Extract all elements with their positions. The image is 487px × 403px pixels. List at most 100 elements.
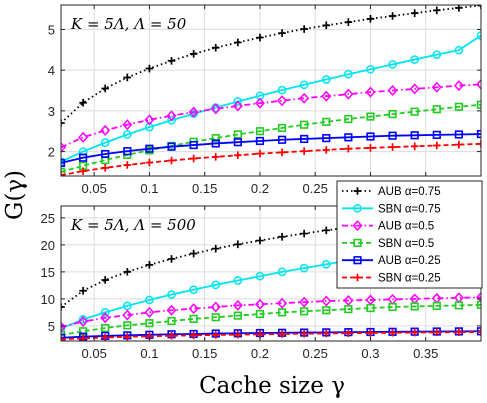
- data-point: [256, 149, 264, 158]
- data-point: [300, 147, 308, 155]
- data-point: [388, 302, 397, 312]
- y-tick-label: 15: [41, 265, 55, 280]
- data-point: [167, 290, 176, 299]
- data-point: [366, 112, 375, 121]
- data-point: [322, 329, 331, 338]
- data-point: [454, 102, 463, 111]
- data-point: [61, 171, 65, 176]
- data-point: [61, 141, 67, 154]
- data-point: [78, 315, 88, 324]
- x-tick-label: 0.2: [251, 346, 269, 361]
- data-point: [300, 307, 309, 316]
- data-point: [388, 328, 397, 337]
- data-point: [255, 271, 265, 281]
- data-point: [233, 138, 242, 147]
- data-point: [277, 95, 288, 107]
- data-point: [388, 143, 397, 151]
- data-point: [344, 69, 353, 79]
- y-axis-label: G(γ): [2, 170, 28, 220]
- data-point: [277, 135, 287, 144]
- series-line: [61, 303, 481, 336]
- x-tick-label: 0.25: [303, 346, 328, 361]
- legend-entry: SBN α=0.5: [342, 238, 434, 250]
- y-tick-label: 2: [48, 145, 55, 160]
- x-axis-label: Cache size γ: [199, 373, 345, 399]
- data-point: [233, 130, 242, 139]
- x-tick-label: 0.35: [413, 346, 438, 361]
- data-point: [101, 323, 110, 333]
- data-point: [344, 114, 353, 124]
- data-point: [454, 45, 464, 55]
- data-point: [409, 83, 420, 95]
- data-point: [343, 88, 354, 100]
- data-point: [123, 147, 132, 156]
- data-point: [455, 140, 463, 149]
- data-point: [189, 314, 198, 323]
- data-point: [211, 134, 220, 143]
- data-point: [322, 21, 331, 30]
- data-point: [167, 255, 176, 263]
- data-point: [233, 97, 243, 106]
- legend-marker: [353, 256, 362, 265]
- data-point: [167, 156, 176, 165]
- data-point: [278, 232, 286, 241]
- data-point: [366, 303, 375, 313]
- x-tick-label: 0.3: [361, 346, 379, 361]
- data-point: [410, 131, 419, 140]
- data-point: [101, 84, 110, 93]
- data-point: [344, 144, 353, 153]
- data-point: [189, 249, 198, 258]
- data-point: [388, 12, 397, 20]
- data-point: [455, 328, 463, 336]
- data-point: [387, 84, 398, 97]
- data-point: [277, 297, 288, 309]
- data-point: [431, 81, 442, 93]
- data-point: [145, 158, 154, 167]
- data-point: [322, 146, 331, 154]
- data-point: [101, 164, 110, 172]
- y-tick-label: 10: [41, 292, 55, 307]
- data-point: [211, 43, 220, 52]
- data-point: [410, 107, 419, 116]
- data-point: [122, 119, 133, 131]
- data-point: [123, 268, 132, 276]
- data-point: [61, 303, 65, 311]
- data-point: [453, 80, 464, 92]
- data-point: [189, 154, 198, 163]
- legend-marker: [352, 220, 363, 232]
- data-point: [410, 55, 420, 64]
- data-point: [477, 328, 481, 336]
- data-point: [211, 313, 220, 322]
- data-point: [210, 301, 221, 313]
- data-point: [366, 329, 375, 337]
- panel-annotation: K = 5Λ, Λ = 50: [70, 15, 187, 33]
- data-point: [78, 131, 89, 143]
- data-point: [79, 153, 88, 162]
- data-point: [166, 304, 177, 316]
- data-point: [432, 105, 441, 114]
- x-tick-label: 0.1: [140, 181, 158, 196]
- data-point: [100, 138, 110, 147]
- data-point: [211, 244, 220, 253]
- data-point: [410, 142, 419, 151]
- data-point: [234, 240, 242, 249]
- data-point: [234, 151, 242, 160]
- data-point: [101, 333, 110, 341]
- data-point: [343, 294, 354, 307]
- data-point: [234, 38, 242, 47]
- data-point: [101, 276, 110, 284]
- data-point: [432, 141, 441, 150]
- data-point: [189, 140, 198, 150]
- series-line: [61, 331, 481, 341]
- data-point: [100, 124, 111, 136]
- data-point: [144, 306, 155, 318]
- data-point: [454, 301, 463, 310]
- data-point: [189, 50, 198, 58]
- data-point: [321, 90, 332, 102]
- x-tick-label: 0.05: [82, 346, 107, 361]
- legend-label: SBN α=0.5: [378, 238, 434, 250]
- data-point: [256, 33, 264, 42]
- legend-label: AUB α=0.25: [378, 255, 441, 267]
- legend-label: AUB α=0.5: [378, 221, 434, 233]
